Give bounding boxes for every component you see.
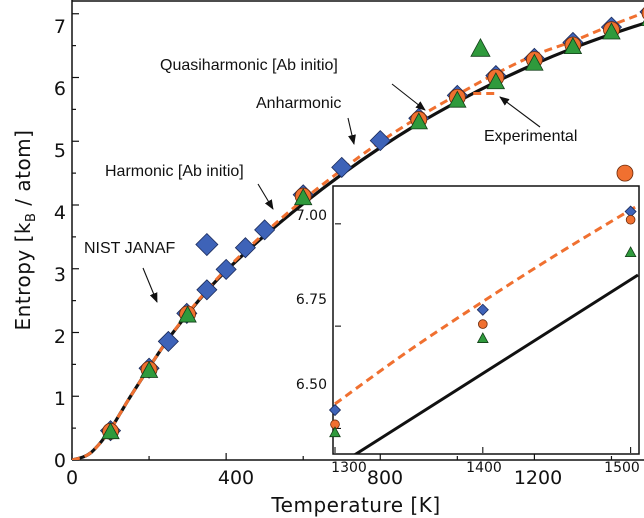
quasiharmonic-point (486, 72, 506, 90)
y-axis-title-main: Entropy [k (11, 222, 35, 330)
inset-x-tick-label: 1500 (604, 460, 640, 476)
y-tick-labels: 0 1 2 3 4 5 6 7 (54, 16, 66, 472)
inset-curves (334, 204, 639, 454)
quasiharmonic-point (448, 90, 467, 108)
label-quasiharmonic: Quasiharmonic [Ab initio] (160, 57, 338, 74)
y-tick-label: 6 (54, 78, 66, 100)
inset-x-tick-label: 1300 (331, 460, 367, 476)
nist-point (254, 219, 276, 241)
inset-ticks (334, 223, 632, 453)
inset-experimental-point (625, 214, 636, 225)
inset-quasiharmonic-point (624, 246, 637, 258)
inset-experimental-point (478, 319, 488, 329)
nist-point (331, 156, 353, 178)
inset-markers (328, 205, 637, 438)
inset-nist-point (476, 303, 489, 316)
y-axis-title-subscript: B (24, 213, 39, 222)
inset-quasiharmonic-point (476, 332, 489, 343)
nist-point (157, 330, 179, 352)
experimental-legend-swatch (616, 164, 634, 182)
nist-point (369, 130, 391, 152)
y-axis-title: Entropy [kB / atom] (11, 130, 39, 331)
x-tick-label: 400 (218, 467, 254, 489)
inset-background (332, 185, 640, 455)
x-tick-label: 1200 (514, 467, 562, 489)
y-tick-label: 5 (54, 140, 66, 162)
nist-point (196, 279, 218, 301)
main-plot-area (71, 0, 644, 461)
arrow-harmonic (257, 183, 274, 210)
label-harmonic: Harmonic [Ab initio] (105, 163, 244, 180)
inset-y-tick-label: 6.50 (296, 377, 327, 393)
y-tick-label: 0 (54, 450, 66, 472)
x-tick-label: 0 (66, 467, 78, 489)
quasiharmonic-point (293, 188, 313, 206)
inset-nist-point (328, 403, 342, 417)
inset-x-tick-label: 1400 (466, 460, 502, 476)
quasiharmonic-point (525, 53, 544, 71)
inset-harmonic-curve (353, 273, 639, 454)
label-experimental: Experimental (484, 128, 577, 145)
label-nist: NIST JANAF (84, 240, 176, 257)
label-anharmonic: Anharmonic (256, 95, 341, 112)
x-axis-title: Temperature [K] (270, 493, 440, 517)
nist-legend-swatch (195, 232, 219, 257)
y-tick-label: 3 (54, 264, 66, 286)
quasiharmonic-point (139, 360, 159, 378)
annotations: Quasiharmonic [Ab initio] Anharmonic Exp… (84, 37, 634, 303)
y-tick-label: 7 (54, 16, 66, 38)
main-markers (99, 7, 644, 442)
arrow-anharmonic (347, 117, 356, 145)
quasiharmonic-point (101, 422, 120, 440)
y-tick-label: 2 (54, 326, 66, 348)
quasiharmonic-point (409, 112, 429, 130)
inset-y-tick-label: 7.00 (296, 208, 327, 224)
x-tick-labels: 0 400 800 1200 (66, 467, 562, 489)
quasiharmonic-point (602, 22, 621, 40)
inset-y-tick-label: 6.75 (296, 292, 327, 308)
nist-point (234, 237, 256, 259)
arrow-nist (142, 267, 158, 303)
arrow-quasiharmonic (391, 83, 426, 111)
y-axis-title-tail: / atom] (11, 130, 35, 213)
inset-plot: 1300 1400 1500 6.50 6.75 7.00 (296, 185, 640, 476)
inset-quasiharmonic-point (329, 426, 341, 438)
quasiharmonic-point (563, 37, 583, 55)
y-tick-label: 1 (54, 388, 66, 410)
quasiharmonic-legend-swatch (470, 37, 491, 57)
quasiharmonic-point (178, 305, 197, 323)
quasiharmonic-point (640, 20, 644, 27)
y-tick-label: 4 (54, 202, 66, 224)
arrow-experimental (499, 96, 541, 128)
nist-point (215, 258, 237, 280)
x-tick-label: 800 (367, 467, 403, 489)
